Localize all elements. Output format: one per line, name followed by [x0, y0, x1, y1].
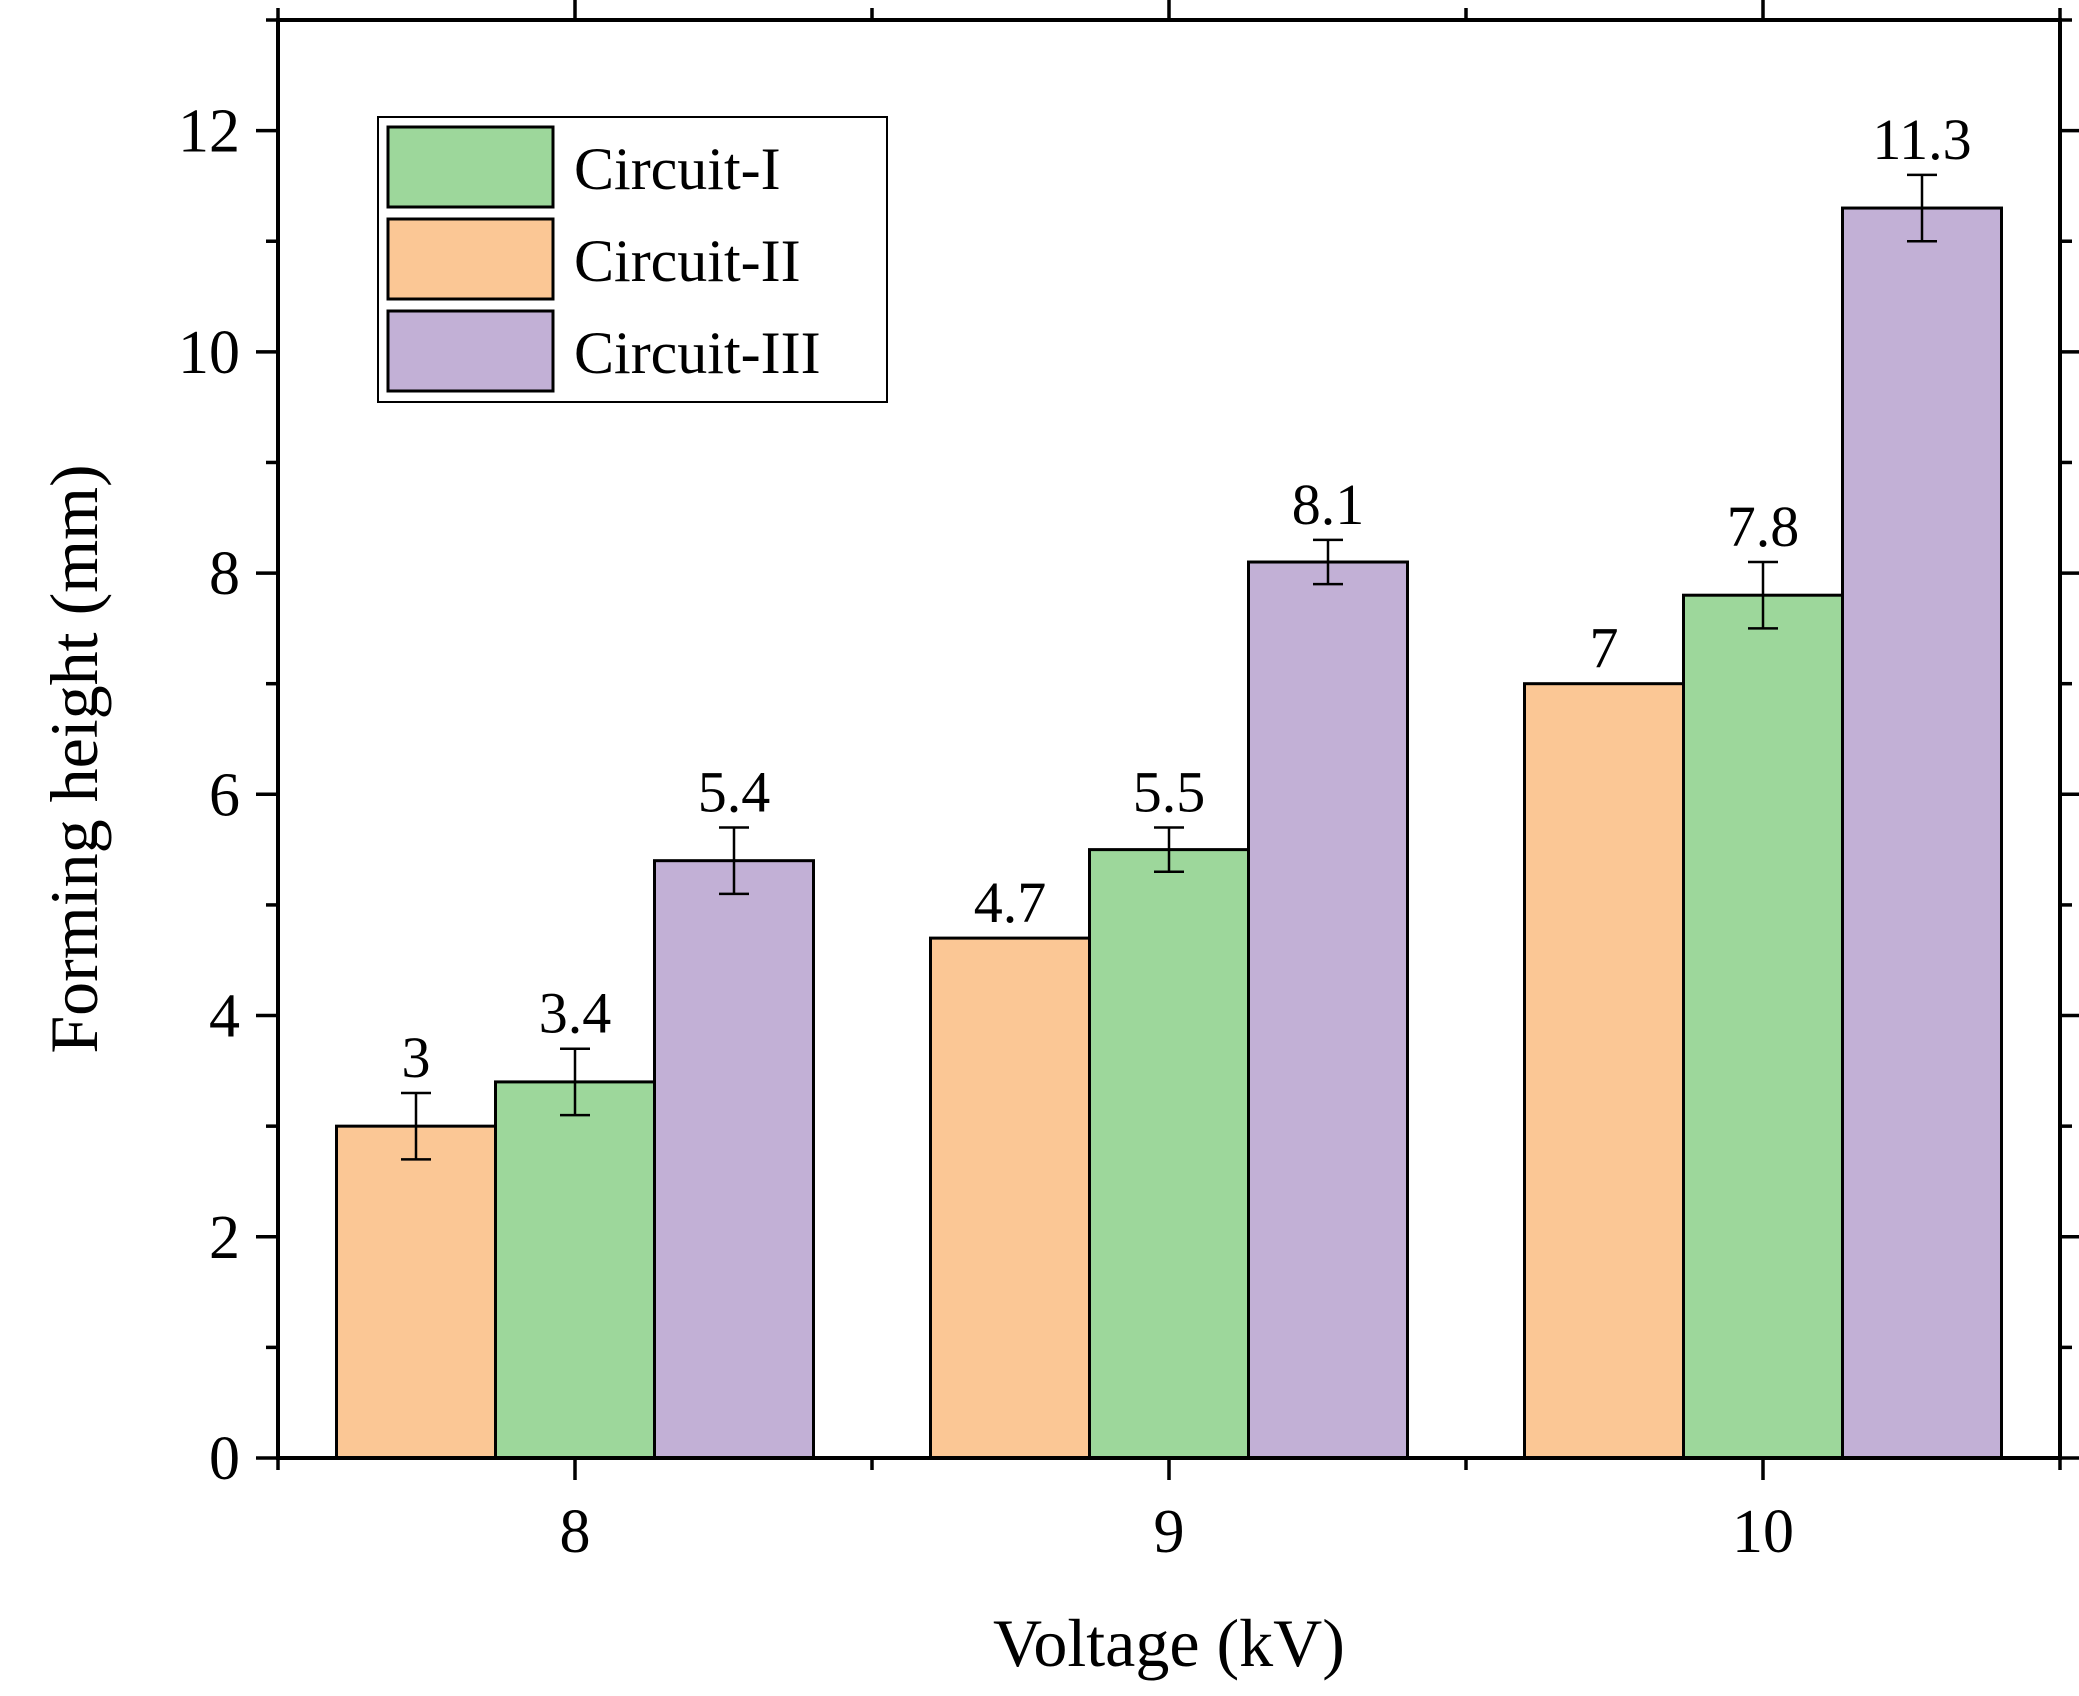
bar-circuit-i-10 [1682, 593, 1844, 1460]
error-bar-circuit-iii-10 [1907, 173, 1937, 243]
error-bar-circuit-i-8 [560, 1047, 590, 1117]
error-bar-circuit-i-10 [1748, 560, 1778, 630]
data-label-circuit-i-9: 5.5 [1133, 759, 1206, 824]
legend-swatch-circuit-ii [386, 217, 555, 301]
data-label-circuit-iii-10: 11.3 [1872, 107, 1971, 172]
bar-circuit-iii-8 [653, 859, 815, 1460]
data-label-circuit-ii-10: 7 [1590, 616, 1619, 681]
bar-circuit-ii-10 [1523, 682, 1685, 1460]
error-bars-layer [401, 173, 1937, 1161]
bars-layer [335, 206, 2003, 1460]
x-tick-label: 10 [1732, 1498, 1794, 1566]
bar-circuit-ii-8 [335, 1124, 497, 1460]
legend-swatch-circuit-i [386, 125, 555, 209]
bar-circuit-i-9 [1088, 848, 1250, 1460]
error-bar-circuit-ii-8 [401, 1091, 431, 1161]
x-axis-title: Voltage (kV) [993, 1605, 1345, 1681]
data-labels-layer: 3 4.7 7 3.4 5.5 7.8 5.4 8.1 11.3 [402, 107, 1972, 1090]
y-tick-label: 12 [178, 98, 240, 166]
data-label-circuit-iii-8: 5.4 [698, 759, 771, 824]
y-tick-label: 2 [209, 1204, 240, 1272]
y-tick-label: 6 [209, 761, 240, 829]
legend-swatch-circuit-iii [386, 309, 555, 393]
data-label-circuit-i-8: 3.4 [539, 981, 612, 1046]
bar-circuit-iii-9 [1247, 560, 1409, 1460]
data-label-circuit-ii-9: 4.7 [974, 870, 1047, 935]
legend-label-circuit-i: Circuit-I [574, 136, 781, 202]
y-tick-label: 8 [209, 540, 240, 608]
y-tick-label: 10 [178, 319, 240, 387]
y-tick-label: 4 [209, 983, 240, 1051]
error-bar-circuit-iii-8 [719, 826, 749, 896]
bar-circuit-i-8 [494, 1080, 656, 1460]
error-bar-circuit-iii-9 [1313, 538, 1343, 586]
y-tick-label: 0 [209, 1425, 240, 1493]
x-tick-label: 8 [560, 1498, 591, 1566]
data-label-circuit-iii-9: 8.1 [1292, 472, 1365, 537]
axes-layer: 0 2 4 6 8 10 12 8 9 10 [178, 0, 2079, 1566]
legend: Circuit-I Circuit-II Circuit-III [377, 116, 888, 403]
y-axis-title: Forming height (mm) [36, 464, 112, 1053]
data-label-circuit-i-10: 7.8 [1727, 494, 1800, 559]
data-label-circuit-ii-8: 3 [402, 1025, 431, 1090]
bar-circuit-iii-10 [1841, 206, 2003, 1460]
bar-circuit-ii-9 [929, 936, 1091, 1460]
legend-label-circuit-iii: Circuit-III [574, 320, 821, 386]
x-tick-label: 9 [1154, 1498, 1185, 1566]
error-bar-circuit-i-9 [1154, 826, 1184, 873]
legend-label-circuit-ii: Circuit-II [574, 228, 801, 294]
